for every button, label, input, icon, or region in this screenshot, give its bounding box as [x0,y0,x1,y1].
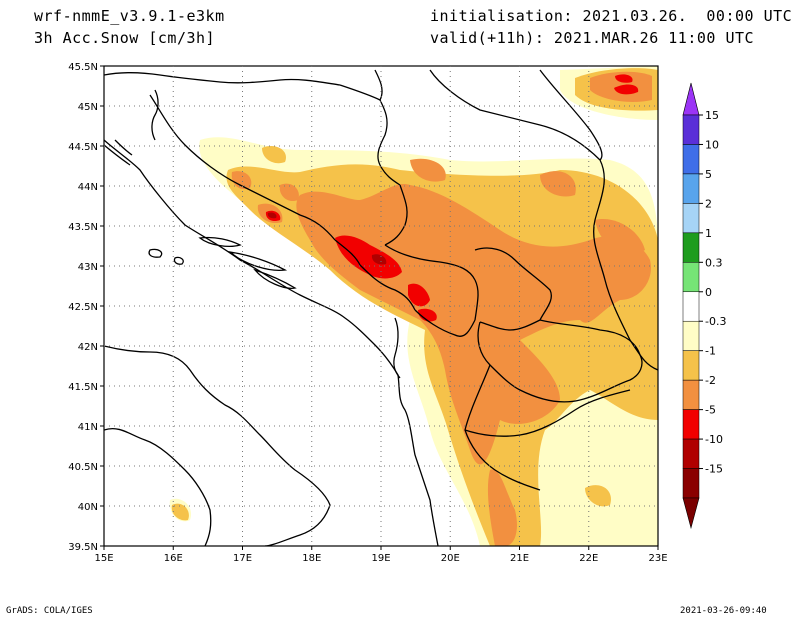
lon-label: 18E [302,553,321,564]
lat-label: 42.5N [68,302,98,313]
lat-label: 43.5N [68,222,98,233]
longitude-labels: 15E 16E 17E 18E 19E 20E 21E 22E 23E [94,546,668,564]
valid-time: valid(+11h): 2021.MAR.26 11:00 UTC [430,29,755,47]
colorbar-swatch [682,468,700,499]
colorbar-swatch [682,114,700,145]
colorbar-swatch [682,173,700,204]
snow-shading [169,66,658,546]
colorbar-swatch [682,350,700,381]
colorbar-swatch [682,438,700,469]
colorbar-label: 0 [705,286,712,299]
lat-label: 42N [78,342,98,353]
lon-label: 22E [579,553,598,564]
lat-label: 45N [78,102,98,113]
colorbar-swatch [682,203,700,234]
lon-label: 15E [94,553,113,564]
lon-label: 16E [164,553,183,564]
lat-label: 40.5N [68,462,98,473]
colorbar-swatch [682,262,700,293]
gridlines [104,66,658,546]
colorbar-label: 1 [705,227,712,240]
colorbar-label: -1 [705,345,716,358]
lon-label: 17E [233,553,252,564]
colorbar-top-arrow [682,82,700,116]
colorbar-label: -10 [705,433,723,446]
colorbar-swatch [682,291,700,322]
lon-label: 19E [371,553,390,564]
lon-label: 20E [441,553,460,564]
colorbar-swatch [682,379,700,410]
colorbar-swatch [682,409,700,440]
model-title: wrf-nmmE_v3.9.1-e3km [34,7,225,25]
lat-label: 39.5N [68,542,98,553]
colorbar-swatch [682,144,700,175]
colorbar-bottom-arrow [682,497,700,530]
init-time: initialisation: 2021.03.26. 00:00 UTC [430,7,793,25]
colorbar-swatch [682,320,700,351]
lat-label: 40N [78,502,98,513]
lat-label: 41.5N [68,382,98,393]
colorbar-label: 15 [705,109,719,122]
colorbar-label: -0.3 [705,315,726,328]
lon-label: 21E [510,553,529,564]
lat-label: 45.5N [68,62,98,73]
colorbar-label: -15 [705,463,723,476]
footer-right: 2021-03-26-09:40 [680,606,767,616]
lat-label: 41N [78,422,98,433]
lat-label: 43N [78,262,98,273]
colorbar-label: -5 [705,404,716,417]
colorbar-label: 10 [705,138,719,151]
latitude-labels: 45.5N 45N 44.5N 44N 43.5N 43N 42.5N 42N 41.5N 41N… [68,62,104,553]
field-title: 3h Acc.Snow [cm/3h] [34,29,216,47]
footer-left: GrADS: COLA/IGES [6,606,93,616]
colorbar: 15 10 5 2 1 0.3 0 -0.3 -1 -2 -5 -10 -15 [682,82,726,530]
colorbar-label: -2 [705,374,716,387]
colorbar-label: 2 [705,197,712,210]
lat-label: 44N [78,182,98,193]
boundaries [104,69,658,546]
colorbar-label: 5 [705,168,712,181]
lat-label: 44.5N [68,142,98,153]
lon-label: 23E [648,553,667,564]
colorbar-label: 0.3 [705,256,723,269]
colorbar-swatch [682,232,700,263]
